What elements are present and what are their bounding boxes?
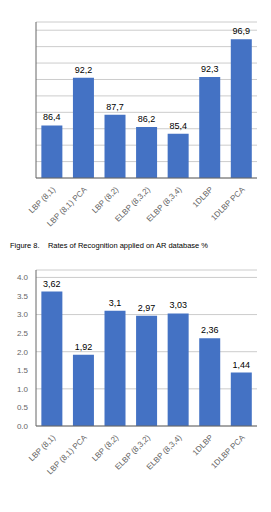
svg-text:ELBP (8,3,4): ELBP (8,3,4)	[145, 185, 184, 224]
svg-text:1DLBP PCA: 1DLBP PCA	[209, 433, 247, 471]
svg-text:87,7: 87,7	[106, 102, 124, 112]
svg-text:2.5: 2.5	[17, 329, 29, 338]
svg-text:2,36: 2,36	[201, 325, 219, 335]
svg-text:1.0: 1.0	[17, 385, 29, 394]
svg-text:3.5: 3.5	[17, 292, 29, 301]
svg-text:ELBP (8,3,4): ELBP (8,3,4)	[145, 433, 184, 472]
svg-text:LBP (8,2): LBP (8,2)	[90, 185, 120, 215]
svg-text:0.0: 0.0	[17, 422, 29, 431]
svg-text:92,3: 92,3	[201, 64, 219, 74]
svg-text:0.5: 0.5	[17, 403, 29, 412]
svg-text:1,92: 1,92	[75, 342, 93, 352]
svg-text:1DLBP: 1DLBP	[191, 433, 215, 457]
svg-text:LBP (8,2): LBP (8,2)	[90, 433, 120, 463]
html-text:Figure 8. Rates of Recognition: Figure 8. Rates of Recognition applied o…	[10, 241, 208, 250]
svg-text:1DLBP: 1DLBP	[191, 185, 215, 209]
svg-text:2,97: 2,97	[138, 303, 156, 313]
svg-text:4.0: 4.0	[17, 273, 29, 282]
svg-text:LBP (8,1) PCA: LBP (8,1) PCA	[45, 433, 89, 477]
svg-text:96,9: 96,9	[233, 26, 251, 36]
svg-text:LBP (8,1): LBP (8,1)	[27, 433, 57, 463]
svg-text:3,1: 3,1	[109, 298, 122, 308]
svg-text:1.5: 1.5	[17, 366, 29, 375]
svg-text:1DLBP PCA: 1DLBP PCA	[209, 185, 247, 223]
svg-text:86,4: 86,4	[43, 112, 61, 122]
svg-text:LBP (8,1): LBP (8,1)	[27, 185, 57, 215]
svg-text:1,44: 1,44	[233, 360, 251, 370]
svg-text:3.0: 3.0	[17, 310, 29, 319]
svg-text:2.0: 2.0	[17, 348, 29, 357]
svg-text:ELBP (8,3,2): ELBP (8,3,2)	[113, 185, 152, 224]
svg-text:85,4: 85,4	[169, 121, 187, 131]
svg-text:ELBP (8,3,2): ELBP (8,3,2)	[113, 433, 152, 472]
svg-text:86,2: 86,2	[138, 114, 156, 124]
svg-text:3,03: 3,03	[169, 300, 187, 310]
svg-text:LBP (8,1) PCA: LBP (8,1) PCA	[45, 185, 89, 229]
svg-text:3,62: 3,62	[43, 279, 61, 289]
svg-text:92,2: 92,2	[75, 65, 93, 75]
